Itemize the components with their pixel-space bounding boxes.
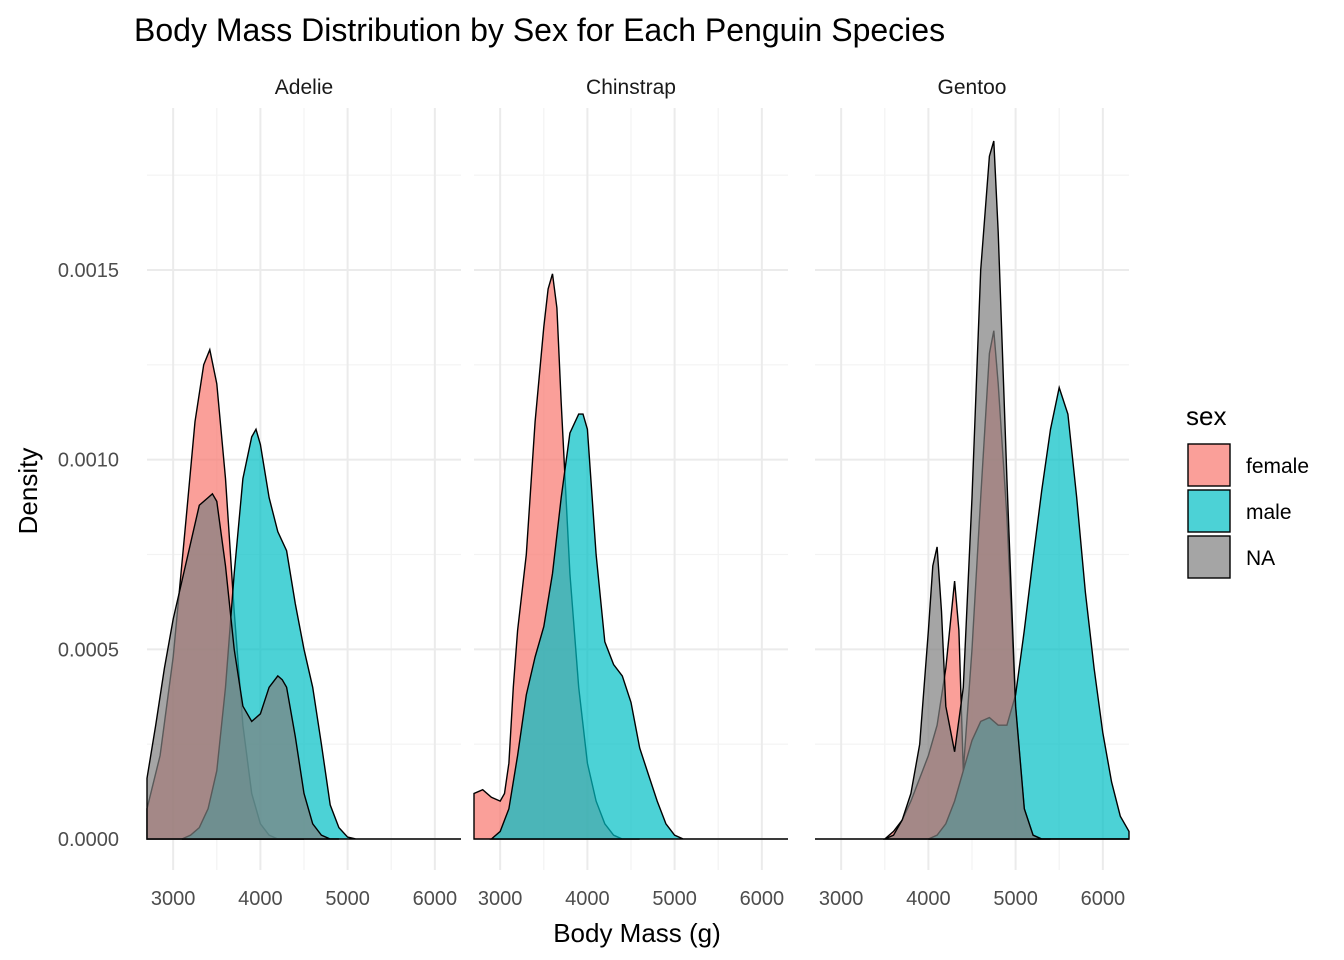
- x-tick-label: 3000: [151, 888, 196, 910]
- facet-panel-adelie: Adelie 3000 4000 5000 6000: [146, 76, 461, 910]
- x-tick-label: 6000: [413, 888, 458, 910]
- x-tick-label: 4000: [906, 888, 951, 910]
- legend-swatch: [1187, 443, 1231, 487]
- facet-label: Gentoo: [938, 76, 1007, 99]
- x-tick-label: 4000: [238, 888, 283, 910]
- x-axis-title: Body Mass (g): [553, 918, 721, 948]
- legend: sex female male NA: [1186, 401, 1309, 579]
- y-tick-label: 0.0000: [58, 829, 119, 851]
- facet-panel-gentoo: Gentoo 3000 4000 5000 6000: [815, 76, 1130, 910]
- y-axis: 0.0000 0.0005 0.0010 0.0015: [58, 260, 119, 851]
- y-axis-title: Density: [13, 448, 43, 535]
- x-tick-label: 6000: [740, 888, 785, 910]
- facet-panel-chinstrap: Chinstrap 3000 4000 5000 6000: [473, 76, 788, 910]
- x-tick-label: 4000: [565, 888, 610, 910]
- density-area-na: [815, 140, 1129, 840]
- x-tick-label: 6000: [1081, 888, 1126, 910]
- facet-label: Adelie: [275, 76, 333, 99]
- y-tick-label: 0.0010: [58, 450, 119, 472]
- x-tick-label: 5000: [652, 888, 697, 910]
- legend-swatch: [1187, 489, 1231, 533]
- x-tick-label: 3000: [478, 888, 523, 910]
- legend-title: sex: [1186, 401, 1226, 431]
- chart-title: Body Mass Distribution by Sex for Each P…: [134, 12, 945, 48]
- density-area-male: [489, 413, 788, 840]
- y-tick-label: 0.0015: [58, 260, 119, 282]
- legend-item-male: male: [1187, 489, 1292, 533]
- x-tick-label: 5000: [993, 888, 1038, 910]
- legend-label: NA: [1246, 547, 1275, 570]
- x-tick-label: 3000: [819, 888, 864, 910]
- legend-swatch: [1187, 535, 1231, 579]
- legend-label: female: [1246, 455, 1309, 478]
- y-tick-label: 0.0005: [58, 639, 119, 661]
- legend-item-na: NA: [1187, 535, 1275, 579]
- legend-label: male: [1246, 501, 1292, 524]
- density-area-na: [146, 492, 339, 840]
- facet-label: Chinstrap: [586, 76, 676, 99]
- facet-panels: Adelie 3000 4000 5000 6000 Chinstrap 3000 4000 5…: [146, 76, 1130, 910]
- legend-item-female: female: [1187, 443, 1309, 487]
- x-tick-label: 5000: [325, 888, 370, 910]
